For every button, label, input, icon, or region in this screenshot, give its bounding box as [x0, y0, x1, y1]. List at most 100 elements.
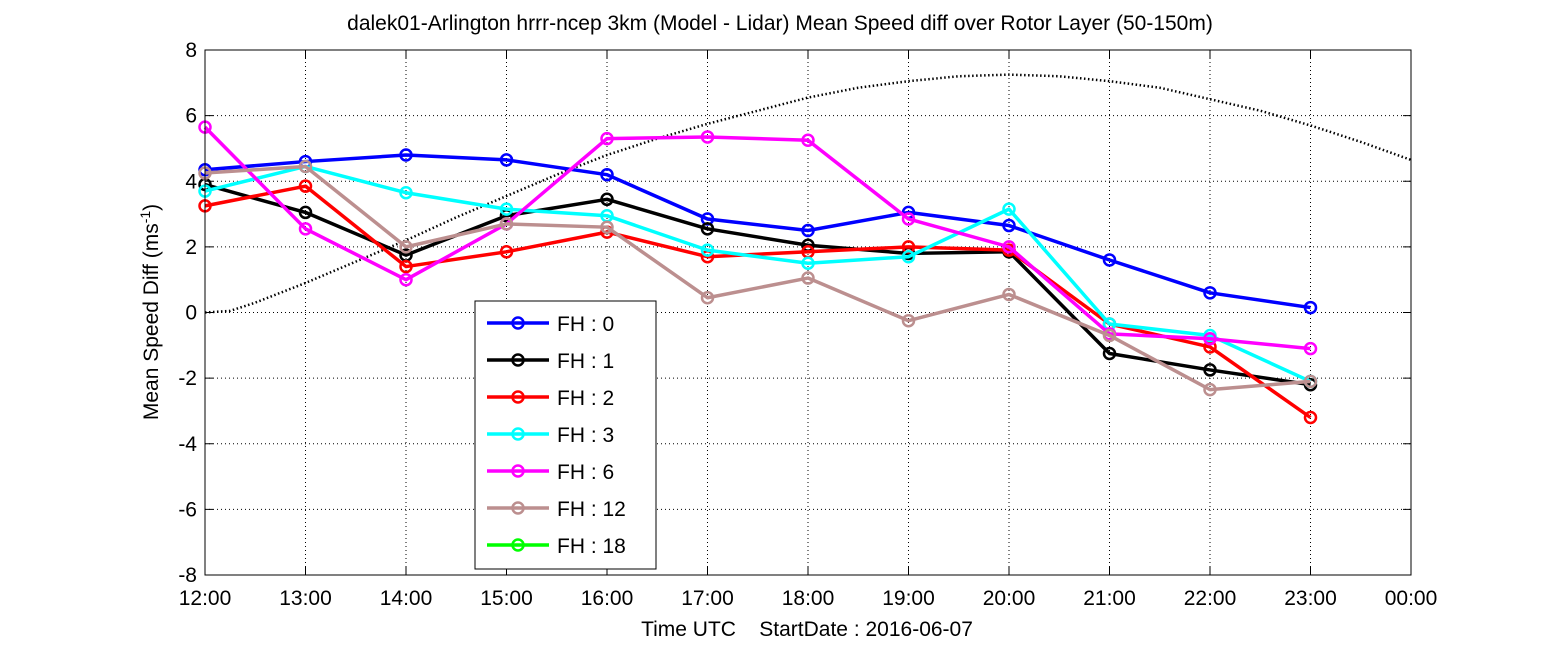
legend-swatch-marker [511, 464, 525, 478]
y-axis-label: Mean Speed Diff (ms-1) [137, 204, 163, 420]
y-tick-label: -4 [178, 433, 197, 456]
y-axis-label-main: Mean Speed Diff (ms [140, 223, 163, 420]
y-tick-label: 8 [185, 39, 197, 62]
legend-label: FH : 3 [557, 424, 614, 447]
data-point [499, 245, 514, 259]
data-point [298, 205, 313, 220]
series-fh-6 [198, 120, 1318, 356]
data-point [1203, 286, 1217, 300]
data-point [901, 249, 916, 264]
data-point [801, 223, 815, 238]
y-tick-label: -2 [178, 367, 197, 390]
legend-label: FH : 0 [557, 313, 614, 336]
series-fh-0 [198, 148, 1318, 315]
series-group [198, 120, 1318, 425]
legend-item: FH : 6 [487, 461, 614, 484]
data-point [298, 222, 313, 236]
series-line [203, 125, 1311, 351]
data-point [1002, 218, 1016, 233]
data-point [700, 243, 715, 257]
data-point [600, 131, 614, 146]
data-point [399, 240, 413, 254]
legend-label: FH : 2 [557, 387, 614, 410]
series-line [204, 182, 1311, 387]
data-point [1002, 287, 1016, 302]
data-point [1303, 410, 1318, 425]
legend-item: FH : 0 [487, 313, 614, 336]
legend-label: FH : 1 [557, 350, 614, 373]
legend-label: FH : 12 [557, 498, 626, 521]
legend: FH : 0 FH : 1 FH : 2 FH : 3 FH : 6 FH : 12 FH … [474, 300, 657, 570]
y-tick-label: -6 [178, 498, 197, 521]
legend-item: FH : 18 [487, 535, 626, 558]
x-tick-label: 15:00 [480, 587, 533, 610]
data-point [600, 167, 614, 182]
x-axis-label: Time UTC StartDate : 2016-06-07 [641, 618, 973, 641]
y-tick-label: 4 [185, 170, 197, 193]
data-point [298, 159, 313, 174]
data-point [600, 220, 614, 234]
data-point [1303, 341, 1318, 356]
series-fh-12 [198, 159, 1318, 397]
data-point [1102, 253, 1117, 267]
x-tick-label: 20:00 [983, 587, 1036, 610]
data-point [600, 192, 614, 207]
data-point [399, 185, 413, 200]
legend-swatch-marker [511, 390, 525, 404]
legend-swatch-marker [511, 316, 525, 330]
series-line [204, 164, 1312, 383]
x-tick-label: 17:00 [681, 587, 734, 610]
x-tick-label: 13:00 [279, 587, 332, 610]
y-axis-label-tail: ) [140, 204, 163, 211]
x-tick-label: 14:00 [380, 587, 433, 610]
x-tick-label: 19:00 [882, 587, 935, 610]
data-point [1303, 374, 1318, 389]
legend-swatch-marker [511, 501, 525, 515]
chart-title: dalek01-Arlington hrrr-ncep 3km (Model -… [347, 12, 1213, 35]
data-point [499, 217, 514, 231]
data-point [1203, 332, 1217, 346]
data-point [700, 222, 715, 236]
data-point [399, 259, 413, 274]
legend-swatch-marker [511, 538, 525, 552]
axis-ticks: 12:00 13:00 14:00 15:00 16:00 17:00 18:00 19:00… [178, 39, 1437, 610]
series-line [204, 164, 1311, 392]
data-point [1203, 382, 1217, 397]
legend-item: FH : 1 [487, 350, 614, 373]
data-point [901, 313, 916, 328]
data-point [499, 202, 514, 216]
legend-item: FH : 12 [487, 498, 626, 521]
legend-item: FH : 2 [487, 387, 614, 410]
x-tick-label: 16:00 [581, 587, 634, 610]
data-point [801, 271, 815, 285]
legend-swatch-marker [511, 427, 525, 441]
x-tick-label: 22:00 [1184, 587, 1237, 610]
data-point [1002, 240, 1016, 254]
legend-swatch-marker [511, 353, 525, 367]
data-point [1002, 202, 1016, 216]
y-tick-label: 6 [185, 105, 197, 128]
series-line [204, 153, 1311, 310]
grid [205, 50, 1411, 575]
series-line [204, 184, 1312, 419]
data-point [298, 179, 313, 193]
data-point [901, 212, 916, 226]
data-point [801, 133, 815, 147]
data-point [700, 130, 715, 144]
y-tick-label: 2 [185, 236, 197, 259]
data-point [499, 153, 514, 167]
data-point [1102, 346, 1117, 361]
data-point [399, 148, 413, 162]
data-point [1102, 328, 1117, 343]
data-point [399, 272, 413, 287]
x-tick-label: 23:00 [1284, 587, 1337, 610]
y-tick-label: 0 [185, 302, 197, 325]
x-tick-label: 00:00 [1385, 587, 1438, 610]
legend-label: FH : 18 [557, 535, 626, 558]
data-point [1303, 300, 1318, 315]
data-point [1203, 363, 1217, 377]
data-point [801, 256, 815, 271]
legend-item: FH : 3 [487, 424, 614, 447]
legend-label: FH : 6 [557, 461, 614, 484]
